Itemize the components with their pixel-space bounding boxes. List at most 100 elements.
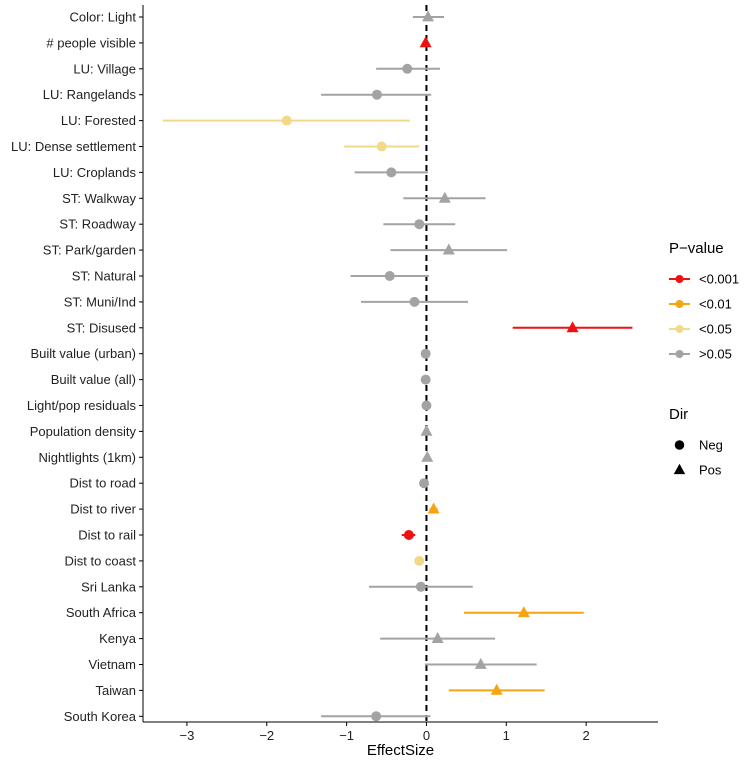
point-estimate-circle — [409, 296, 420, 307]
y-tick-label: Population density — [30, 424, 137, 439]
point-estimate-circle — [414, 555, 425, 566]
y-tick-label: Vietnam — [89, 657, 136, 672]
legend-shape-triangle — [673, 463, 686, 475]
row-18 — [419, 478, 430, 489]
row-1 — [419, 36, 432, 48]
y-tick-label: ST: Roadway — [59, 217, 136, 232]
y-tick-label: Dist to coast — [64, 553, 136, 568]
row-11 — [360, 296, 468, 307]
y-tick-label: LU: Rangelands — [43, 87, 137, 102]
x-tick-label: −3 — [180, 728, 195, 743]
row-23 — [463, 606, 584, 618]
point-estimate-triangle — [566, 321, 579, 333]
legend-key-point — [675, 275, 684, 283]
y-tick-label: South Africa — [66, 605, 137, 620]
row-8 — [383, 219, 456, 230]
row-6 — [354, 167, 429, 178]
legend-pvalue-title: P−value — [669, 240, 724, 257]
x-tick-label: 2 — [583, 728, 590, 743]
row-16 — [420, 424, 433, 436]
y-tick-label: LU: Forested — [61, 113, 136, 128]
point-estimate-circle — [281, 115, 292, 126]
legend-key-point — [675, 300, 684, 308]
row-14 — [420, 374, 431, 385]
y-tick-label: # people visible — [46, 35, 136, 50]
row-20 — [401, 530, 416, 540]
y-tick-label: Taiwan — [96, 683, 136, 698]
x-tick-label: −2 — [259, 728, 274, 743]
row-25 — [424, 657, 537, 669]
legend-item-label: <0.01 — [699, 297, 732, 312]
row-7 — [403, 191, 486, 203]
point-estimate-circle — [403, 530, 414, 540]
row-2 — [376, 63, 441, 74]
point-estimate-triangle — [474, 657, 487, 669]
point-estimate-circle — [376, 141, 387, 152]
point-estimate-circle — [371, 89, 382, 100]
x-tick-label: −1 — [339, 728, 354, 743]
y-tick-label: Color: Light — [70, 10, 137, 25]
axes-layer: Color: Light # people visible LU: Village L… — [11, 5, 658, 743]
row-4 — [162, 115, 410, 126]
legend-item-label: <0.05 — [699, 322, 732, 337]
row-27 — [321, 711, 431, 722]
y-tick-label: Built value (urban) — [31, 346, 137, 361]
row-13 — [420, 348, 431, 359]
y-tick-label: LU: Village — [73, 61, 136, 76]
y-tick-label: ST: Muni/Ind — [64, 294, 136, 309]
point-estimate-circle — [421, 400, 432, 411]
y-tick-label: LU: Croplands — [53, 165, 137, 180]
row-5 — [344, 141, 420, 152]
x-tick-label: 0 — [423, 728, 430, 743]
legend: P−value <0.001 <0.01 <0.05 >0.05 Dir Neg Pos — [669, 240, 739, 478]
point-estimate-triangle — [442, 243, 455, 255]
row-10 — [350, 271, 429, 281]
y-tick-label: Dist to road — [70, 476, 136, 491]
point-estimate-triangle — [490, 683, 503, 695]
y-tick-label: LU: Dense settlement — [11, 139, 136, 154]
y-tick-label: Dist to river — [70, 502, 136, 517]
legend-item-label: Pos — [699, 463, 722, 478]
point-estimate-triangle — [438, 191, 451, 203]
legend-key-point — [675, 325, 684, 333]
row-3 — [321, 89, 432, 100]
legend-item-label: >0.05 — [699, 347, 732, 362]
row-0 — [412, 10, 445, 22]
row-26 — [448, 683, 545, 695]
y-tick-label: Built value (all) — [51, 372, 136, 387]
point-estimate-triangle — [419, 36, 432, 48]
row-22 — [368, 581, 473, 592]
point-estimate-triangle — [517, 606, 530, 618]
row-15 — [421, 400, 432, 411]
point-estimate-triangle — [420, 424, 433, 436]
point-estimate-circle — [415, 581, 426, 592]
y-tick-label: ST: Park/garden — [43, 243, 136, 258]
point-estimate-circle — [419, 478, 430, 489]
rows-layer — [162, 10, 633, 722]
x-tick-label: 1 — [503, 728, 510, 743]
row-17 — [421, 450, 434, 462]
row-19 — [427, 502, 440, 514]
y-tick-label: ST: Natural — [72, 269, 136, 284]
point-estimate-circle — [420, 374, 431, 385]
x-axis-title: EffectSize — [367, 742, 434, 759]
point-estimate-circle — [371, 711, 382, 722]
y-tick-label: Nightlights (1km) — [38, 450, 136, 465]
y-tick-label: Kenya — [99, 631, 137, 646]
point-estimate-triangle — [431, 632, 444, 643]
point-estimate-circle — [420, 348, 431, 359]
row-12 — [512, 321, 633, 333]
y-tick-label: ST: Disused — [67, 320, 136, 335]
point-estimate-circle — [384, 271, 395, 281]
y-tick-label: ST: Walkway — [62, 191, 136, 206]
legend-key-point — [675, 350, 684, 358]
y-tick-label: Sri Lanka — [81, 579, 137, 594]
legend-dir-title: Dir — [669, 406, 688, 423]
y-tick-label: Dist to rail — [78, 528, 136, 543]
point-estimate-triangle — [421, 450, 434, 462]
point-estimate-circle — [402, 63, 413, 74]
legend-item-label: Neg — [699, 438, 723, 453]
point-estimate-triangle — [422, 10, 435, 22]
point-estimate-triangle — [427, 502, 440, 514]
